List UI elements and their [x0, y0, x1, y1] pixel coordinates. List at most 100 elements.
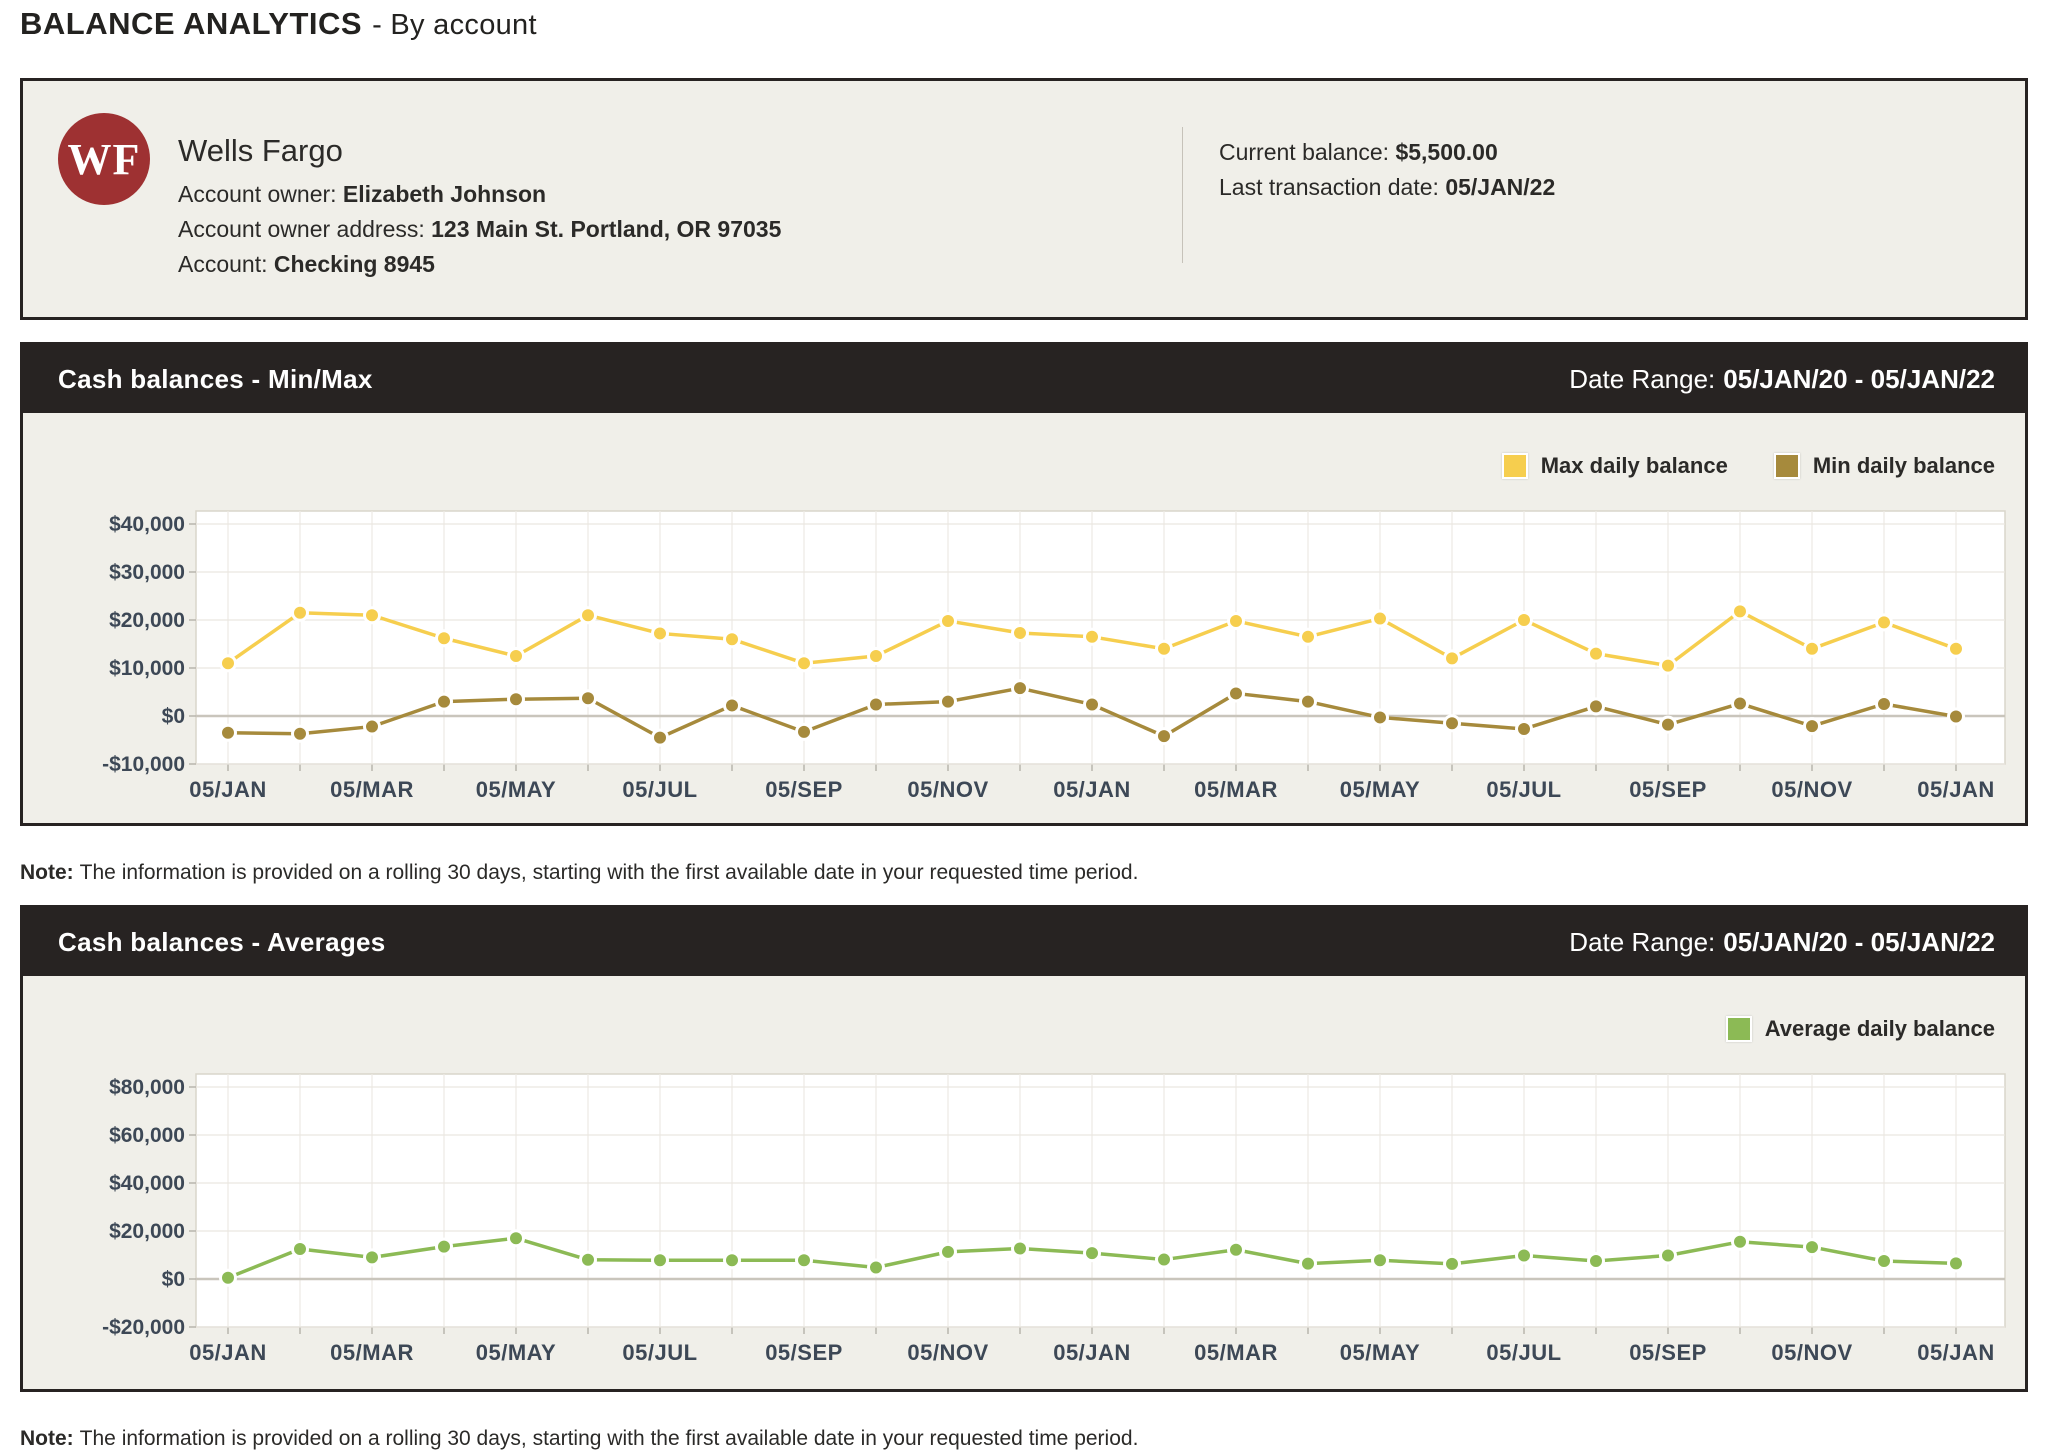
data-point [291, 603, 309, 622]
y-axis-label: $10,000 [109, 657, 185, 680]
data-point [1731, 602, 1749, 621]
averages-date-range: Date Range: 05/JAN/20 - 05/JAN/22 [1569, 927, 1995, 958]
data-point [1011, 1239, 1029, 1258]
data-point [435, 1237, 453, 1256]
data-point [507, 690, 525, 709]
data-point [723, 630, 741, 649]
data-point [1947, 1254, 1965, 1273]
y-axis-label: $30,000 [109, 561, 185, 584]
data-point [291, 1240, 309, 1258]
data-point [1443, 714, 1461, 733]
data-point [651, 1251, 669, 1270]
data-point [1587, 697, 1605, 716]
data-point [723, 696, 741, 715]
note-text: The information is provided on a rolling… [79, 861, 1139, 884]
data-point [1875, 613, 1893, 632]
data-point [1947, 707, 1965, 726]
data-point [219, 723, 237, 742]
data-point [1155, 639, 1173, 658]
x-axis-label: 05/MAY [1340, 1340, 1420, 1365]
data-point [507, 1229, 525, 1248]
account-address-label: Account owner address: [178, 216, 425, 242]
data-point [1011, 623, 1029, 642]
legend-item-max-daily-balance: Max daily balance [1501, 453, 1728, 479]
data-point [1155, 727, 1173, 746]
data-point [1083, 627, 1101, 646]
data-point [219, 1268, 237, 1287]
data-point [1227, 1240, 1245, 1259]
data-point [1083, 1244, 1101, 1263]
x-axis-label: 05/MAR [1194, 1340, 1278, 1365]
data-point [1731, 1232, 1749, 1251]
legend-item-average-daily-balance: Average daily balance [1725, 1016, 1995, 1042]
x-axis-label: 05/JAN [189, 777, 267, 802]
data-point [1371, 609, 1389, 628]
data-point [651, 728, 669, 747]
minmax-date-range: Date Range: 05/JAN/20 - 05/JAN/22 [1569, 364, 1995, 395]
minmax-chart-header: Cash balances - Min/Max Date Range: 05/JA… [23, 345, 2025, 413]
data-point [1443, 1254, 1461, 1273]
data-point [1443, 649, 1461, 668]
x-axis-label: 05/SEP [765, 777, 843, 802]
data-point [1803, 717, 1821, 736]
bank-logo: WF [58, 113, 150, 205]
current-balance-value: $5,500.00 [1395, 139, 1498, 165]
date-range-value: 05/JAN/20 - 05/JAN/22 [1723, 363, 1995, 394]
averages-chart-header: Cash balances - Averages Date Range: 05/J… [23, 908, 2025, 976]
minmax-chart-note: Note: The information is provided on a ro… [20, 861, 1138, 885]
date-range-value: 05/JAN/20 - 05/JAN/22 [1723, 926, 1995, 957]
minmax-chart-body: Max daily balance Min daily balance $40,0… [23, 413, 2025, 823]
data-point [1155, 1250, 1173, 1269]
data-point [1515, 1246, 1533, 1265]
data-point [867, 695, 885, 714]
date-range-label: Date Range: [1569, 363, 1716, 394]
y-axis-label: $80,000 [109, 1076, 185, 1099]
x-axis-label: 05/NOV [1771, 1340, 1852, 1365]
x-axis-label: 05/MAY [476, 777, 556, 802]
y-axis-label: -$20,000 [102, 1316, 185, 1339]
data-point [1371, 1251, 1389, 1270]
page-title-bold: BALANCE ANALYTICS [20, 6, 363, 41]
account-number-label: Account: [178, 251, 268, 277]
data-point [1875, 695, 1893, 713]
data-point [1731, 694, 1749, 713]
y-axis-label: $60,000 [109, 1124, 185, 1147]
x-axis-label: 05/JUL [1486, 1340, 1561, 1365]
data-point [1587, 644, 1605, 663]
data-point [1515, 611, 1533, 629]
x-axis-label: 05/MAR [1194, 777, 1278, 802]
account-address-value: 123 Main St. Portland, OR 97035 [431, 216, 782, 242]
x-axis-label: 05/MAR [330, 777, 414, 802]
averages-chart-card: Cash balances - Averages Date Range: 05/J… [20, 905, 2028, 1392]
x-axis-label: 05/MAY [1340, 777, 1420, 802]
account-number-value: Checking 8945 [273, 251, 435, 277]
bank-name: Wells Fargo [178, 133, 343, 168]
data-point [939, 692, 957, 711]
last-transaction-row: Last transaction date: 05/JAN/22 [1219, 170, 1555, 205]
y-axis-label: $0 [162, 1268, 185, 1291]
data-point [867, 647, 885, 665]
data-point [1875, 1252, 1893, 1270]
x-axis-label: 05/MAY [476, 1340, 556, 1365]
data-point [579, 689, 597, 708]
averages-chart-body: Average daily balance $80,000 $60,000 $40,… [23, 976, 2025, 1389]
x-axis-label: 05/JUL [622, 1340, 697, 1365]
account-number-row: Account: Checking 8945 [178, 247, 781, 282]
current-balance-label: Current balance: [1219, 139, 1390, 165]
x-axis-label: 05/SEP [765, 1340, 843, 1365]
data-point [1659, 656, 1677, 675]
data-point [579, 1250, 597, 1269]
date-range-label: Date Range: [1569, 926, 1716, 957]
data-point [867, 1258, 885, 1277]
x-axis-label: 05/NOV [1771, 777, 1852, 802]
y-axis-label: $20,000 [109, 1220, 185, 1243]
last-transaction-value: 05/JAN/22 [1445, 174, 1556, 200]
legend-item-min-daily-balance: Min daily balance [1773, 453, 1995, 479]
plot-area [195, 1073, 2006, 1328]
legend-label: Average daily balance [1764, 1016, 1995, 1041]
data-point [795, 722, 813, 741]
data-point [1515, 719, 1533, 738]
data-point [1011, 679, 1029, 698]
y-axis-label: $0 [162, 705, 185, 728]
minmax-chart-card: Cash balances - Min/Max Date Range: 05/JA… [20, 342, 2028, 826]
